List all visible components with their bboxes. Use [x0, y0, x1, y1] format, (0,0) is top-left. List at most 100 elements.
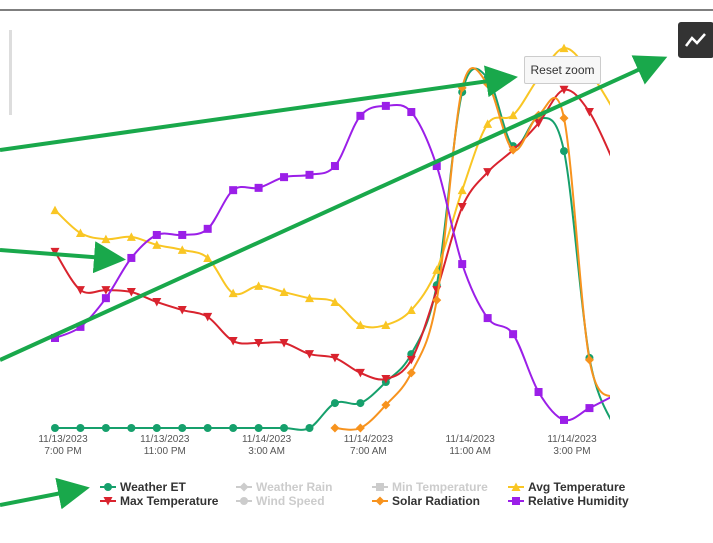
legend-label: Wind Speed	[256, 494, 325, 508]
data-point	[305, 170, 314, 179]
data-point	[50, 205, 60, 215]
data-point	[101, 424, 110, 432]
series	[51, 67, 619, 432]
legend-marker	[104, 483, 112, 491]
data-point	[203, 424, 212, 432]
legend-label: Weather Rain	[256, 480, 333, 494]
x-tick-label: 11/13/2023 7:00 PM	[38, 434, 88, 457]
data-point	[356, 111, 365, 120]
data-point	[611, 424, 619, 432]
data-point	[152, 230, 161, 239]
data-point	[152, 424, 161, 432]
data-point	[483, 314, 492, 323]
legend-item[interactable]: Min Temperature	[372, 480, 488, 494]
data-point	[432, 286, 442, 295]
data-point	[280, 424, 289, 432]
legend-item[interactable]: Solar Radiation	[372, 494, 480, 508]
legend-label: Relative Humidity	[528, 494, 629, 508]
legend-marker	[240, 497, 248, 505]
data-point	[381, 101, 390, 110]
data-point	[178, 230, 187, 239]
data-point	[356, 399, 365, 408]
x-tick-label: 11/14/2023 7:00 AM	[343, 434, 394, 457]
data-point	[610, 394, 619, 403]
legend-symbol	[236, 497, 252, 505]
data-point	[560, 147, 568, 156]
data-point	[330, 162, 339, 171]
data-point	[381, 374, 391, 384]
legend-item[interactable]: Weather Rain	[236, 480, 332, 494]
legend-symbol	[100, 483, 116, 491]
x-tick-label: 11/14/2023 3:00 PM	[547, 434, 597, 457]
series	[51, 101, 619, 424]
data-point	[280, 173, 289, 182]
legend-marker	[512, 497, 520, 505]
legend-symbol	[100, 497, 116, 506]
legend-symbol	[372, 496, 388, 506]
data-point	[509, 330, 518, 339]
side-bar	[9, 30, 12, 115]
data-point	[355, 423, 365, 433]
legend-marker	[376, 483, 384, 491]
legend-label: Min Temperature	[392, 480, 488, 494]
data-point	[457, 203, 467, 212]
data-point	[330, 353, 340, 363]
data-point	[127, 424, 136, 432]
data-point	[585, 404, 594, 413]
data-point	[406, 368, 416, 378]
data-point	[610, 108, 619, 117]
data-point	[330, 399, 339, 408]
data-point	[76, 424, 85, 432]
data-point	[229, 424, 238, 432]
data-point	[76, 322, 85, 331]
data-point	[127, 253, 136, 262]
series-line	[54, 47, 610, 329]
legend-symbol	[236, 482, 252, 492]
data-point	[305, 424, 314, 432]
data-point	[254, 183, 263, 192]
data-point	[534, 387, 543, 396]
data-point	[559, 43, 569, 53]
data-point	[254, 424, 263, 432]
data-point	[611, 391, 619, 399]
x-tick-label: 11/14/2023 3:00 AM	[241, 434, 292, 457]
legend-marker	[375, 496, 385, 506]
data-point	[355, 368, 365, 378]
x-tick-label: 11/13/2023 11:00 PM	[140, 434, 190, 457]
data-point	[381, 400, 391, 410]
data-point	[51, 424, 59, 432]
data-point	[51, 333, 59, 342]
legend-marker	[103, 497, 113, 506]
data-point	[101, 294, 110, 303]
data-point	[330, 423, 340, 433]
data-point	[407, 108, 416, 117]
legend-item[interactable]: Weather ET	[100, 480, 186, 494]
data-point	[203, 224, 212, 233]
data-point	[458, 260, 467, 269]
x-tick-label: 11/14/2023 11:00 AM	[445, 434, 495, 457]
series-line	[54, 88, 610, 381]
data-point	[432, 162, 441, 171]
series-line	[334, 67, 610, 431]
data-point	[610, 161, 619, 170]
legend-item[interactable]: Relative Humidity	[508, 494, 629, 508]
legend-item[interactable]: Avg Temperature	[508, 480, 625, 494]
reset-zoom-button[interactable]: Reset zoom	[524, 56, 601, 84]
legend-symbol	[508, 482, 524, 491]
data-point	[229, 186, 238, 195]
legend-item[interactable]: Max Temperature	[100, 494, 218, 508]
series	[50, 85, 619, 384]
legend-symbol	[508, 497, 524, 505]
series-line	[54, 103, 610, 422]
legend-label: Max Temperature	[120, 494, 219, 508]
legend-marker	[511, 482, 521, 491]
data-point	[457, 185, 467, 195]
data-point	[559, 113, 569, 123]
series	[50, 43, 619, 329]
data-point	[75, 286, 85, 295]
legend-symbol	[372, 483, 388, 491]
legend-item[interactable]: Wind Speed	[236, 494, 325, 508]
data-point	[560, 415, 568, 424]
